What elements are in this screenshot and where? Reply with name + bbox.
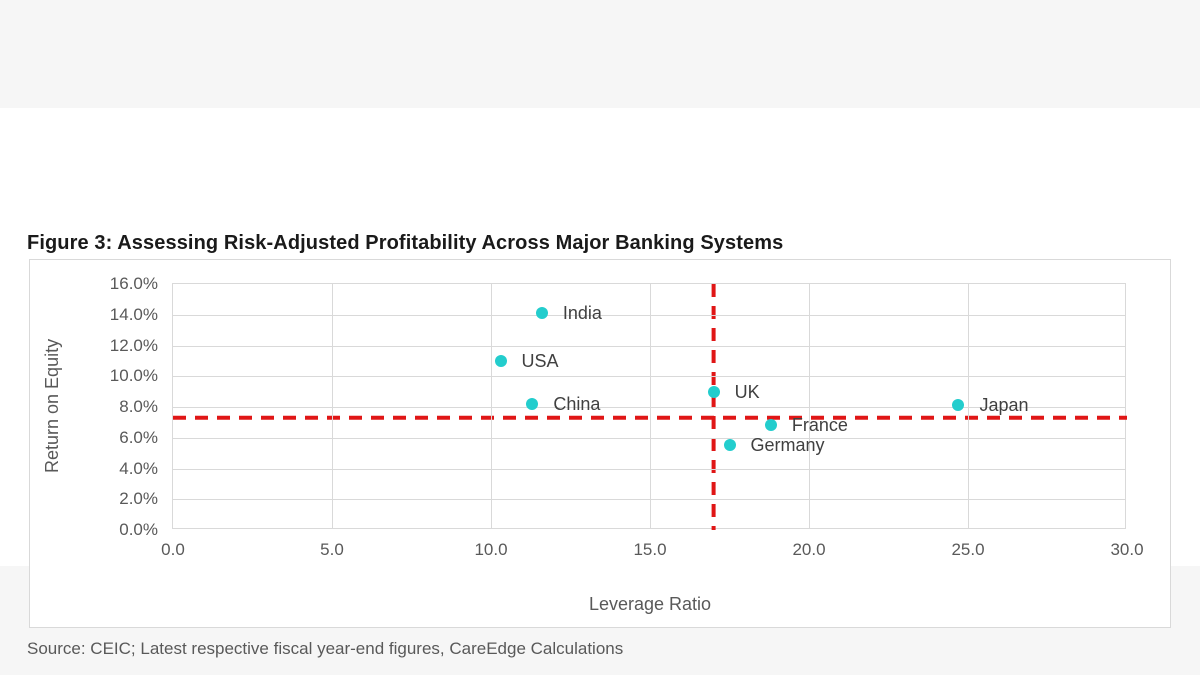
y-axis-tick: 0.0% <box>119 520 158 539</box>
y-axis-tick: 14.0% <box>109 304 158 324</box>
figure-title: Figure 3: Assessing Risk-Adjusted Profit… <box>27 232 784 254</box>
gridline-horizontal <box>173 468 1125 470</box>
data-point-france <box>764 419 777 432</box>
plot-area: 0.0 5.0 10.0 15.0 20.0 25.0 30.0 0.0% 2.0% 4.0% 6.… <box>110 274 1144 614</box>
y-axis-tick: 10.0% <box>109 366 158 386</box>
data-point-japan <box>952 399 965 412</box>
data-point-label-france: France <box>791 415 848 436</box>
y-axis-tick: 16.0% <box>109 274 158 293</box>
x-axis-tick: 5.0 <box>320 540 344 559</box>
data-point-label-japan: Japan <box>979 395 1029 416</box>
y-axis-tick: 6.0% <box>119 427 158 447</box>
y-axis-tick: 12.0% <box>109 335 158 355</box>
gridline-horizontal <box>173 437 1125 439</box>
data-point-label-uk: UK <box>734 381 760 402</box>
figure-panel: Figure 3: Assessing Risk-Adjusted Profit… <box>0 108 1200 658</box>
gridline-horizontal <box>173 376 1125 378</box>
data-point-label-india: India <box>562 303 602 324</box>
data-point-germany <box>723 439 736 452</box>
data-point-label-usa: USA <box>521 350 559 371</box>
gridline-vertical <box>491 284 492 528</box>
gridline-vertical <box>650 284 651 528</box>
data-point-label-china: China <box>553 393 601 414</box>
data-point-china <box>526 397 539 410</box>
y-axis-tick: 4.0% <box>119 458 158 478</box>
x-axis-tick: 0.0 <box>161 540 185 559</box>
x-axis-tick: 30.0 <box>1110 540 1144 559</box>
chart-container: 0.0 5.0 10.0 15.0 20.0 25.0 30.0 0.0% 2.0% 4.0% 6.… <box>29 259 1171 628</box>
x-axis-tick: 10.0 <box>474 540 508 559</box>
top-margin-band <box>0 0 1200 108</box>
source-note: Source: CEIC; Latest respective fiscal y… <box>27 639 624 658</box>
gridline-horizontal <box>173 499 1125 501</box>
data-point-label-germany: Germany <box>750 435 825 456</box>
data-point-india <box>535 307 548 320</box>
gridline-vertical <box>332 284 333 528</box>
gridline-vertical <box>809 284 810 528</box>
x-axis-tick: 15.0 <box>633 540 667 559</box>
gridline-horizontal <box>173 407 1125 408</box>
gridline-horizontal <box>173 314 1125 316</box>
x-axis-title: Leverage Ratio <box>588 594 712 614</box>
gridline-horizontal <box>173 345 1125 347</box>
data-point-usa <box>494 354 507 367</box>
y-axis-tick: 2.0% <box>119 489 158 509</box>
x-axis-tick: 20.0 <box>792 540 826 559</box>
x-axis-tick: 25.0 <box>951 540 985 559</box>
data-point-uk <box>707 385 720 398</box>
y-axis-tick: 8.0% <box>119 397 158 416</box>
gridline-vertical <box>968 284 969 528</box>
y-axis-title: Return on Equity <box>42 338 62 474</box>
